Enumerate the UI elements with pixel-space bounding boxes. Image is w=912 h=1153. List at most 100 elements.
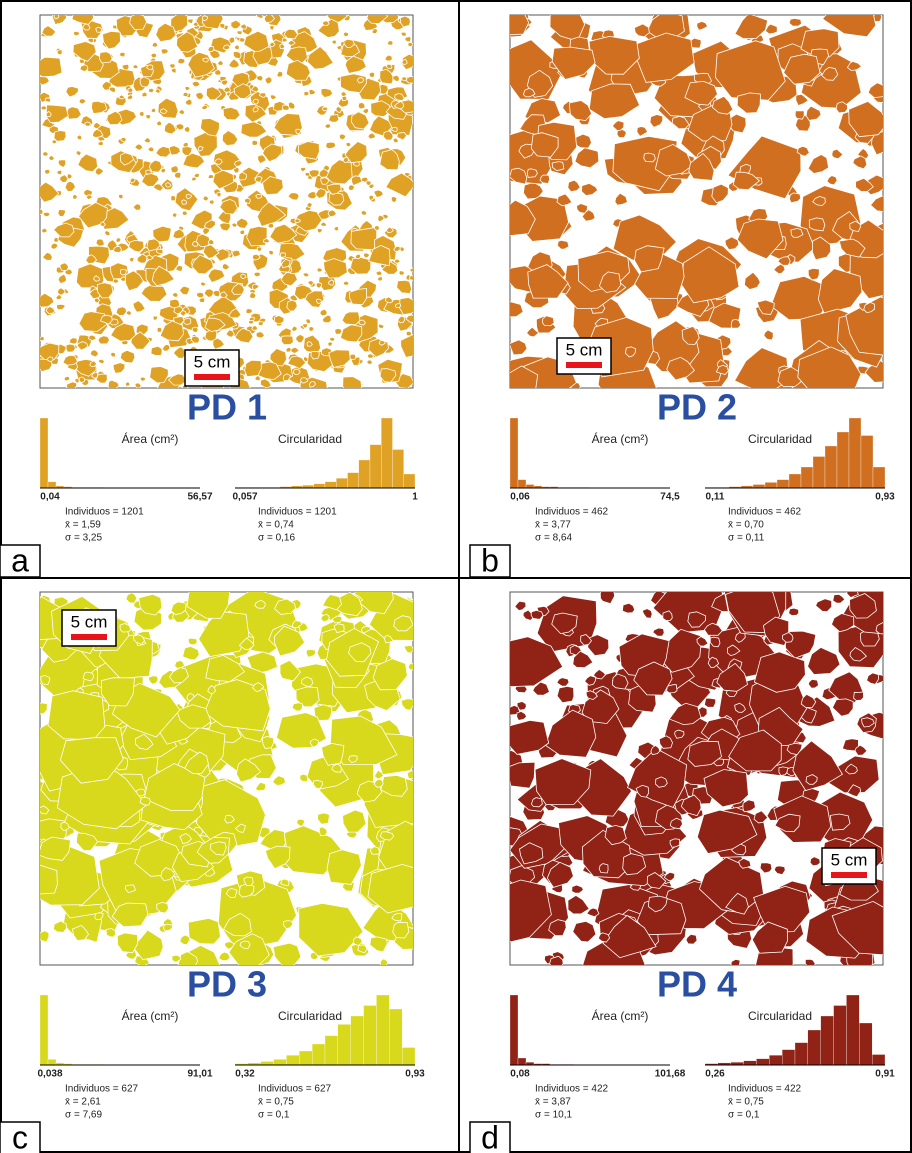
stat: σ = 8,64 — [535, 533, 572, 544]
particle — [209, 200, 214, 204]
panel: PD 3Área (cm²)0,03891,01Individuos = 627… — [0, 577, 446, 1153]
particle — [45, 98, 50, 103]
particle — [41, 675, 50, 684]
particle — [96, 27, 102, 32]
particle — [325, 124, 331, 128]
histogram-bar — [286, 1055, 299, 1065]
particle — [369, 72, 375, 77]
scale-mark — [566, 362, 602, 368]
panel-label: a — [11, 542, 29, 578]
particle — [54, 14, 59, 19]
particle — [300, 167, 305, 171]
histogram-bar — [40, 995, 48, 1065]
particle — [300, 774, 308, 781]
particle — [253, 99, 258, 104]
axis-max: 0,91 — [875, 1069, 895, 1080]
particle — [311, 351, 319, 359]
histogram-title: Circularidad — [748, 1009, 812, 1023]
histogram-bar — [782, 1050, 795, 1065]
particle — [531, 798, 542, 807]
particle — [599, 864, 608, 873]
particle — [220, 23, 225, 28]
particle — [188, 638, 197, 645]
particle — [346, 142, 351, 146]
particle — [263, 239, 269, 243]
panel-title: PD 4 — [657, 964, 737, 1005]
particle — [105, 231, 111, 236]
particle — [408, 663, 416, 670]
particle — [118, 194, 123, 199]
stat: Individuos = 1201 — [258, 507, 337, 518]
particle — [270, 26, 274, 31]
scale-bar: 5 cm — [185, 350, 239, 386]
particle — [795, 111, 804, 120]
particle — [406, 77, 415, 84]
histogram-bar — [769, 1055, 782, 1065]
particle — [74, 31, 80, 35]
particle — [359, 320, 366, 325]
particle — [171, 195, 176, 200]
histogram-bar — [299, 1051, 312, 1065]
particle — [410, 268, 414, 272]
particle — [255, 176, 262, 182]
particle — [57, 50, 62, 55]
particle — [173, 292, 178, 297]
particle — [379, 324, 385, 329]
particle — [116, 307, 126, 316]
particle — [663, 611, 673, 621]
particle — [335, 328, 342, 334]
histogram-bar — [370, 445, 381, 488]
histogram-bar — [834, 1006, 847, 1066]
histogram-bar — [518, 1058, 526, 1065]
histogram-title: Área (cm²) — [122, 431, 179, 446]
particle — [232, 223, 237, 227]
particle — [351, 227, 377, 249]
histogram-bar — [351, 1016, 364, 1065]
stat: x̄ = 0,75 — [728, 1097, 764, 1108]
histogram-bar — [359, 460, 370, 488]
histogram-bar — [48, 482, 56, 488]
panel-label: b — [481, 542, 499, 578]
axis-max: 0,93 — [405, 1069, 425, 1080]
particle — [151, 53, 157, 58]
histogram-title: Área (cm²) — [592, 431, 649, 446]
stat: σ = 0,1 — [728, 1110, 760, 1121]
particle — [247, 226, 268, 246]
particle — [183, 92, 189, 97]
particle — [57, 170, 62, 175]
stat: Individuos = 627 — [65, 1084, 139, 1095]
histogram-bar — [402, 1048, 415, 1066]
scale-label: 5 cm — [194, 352, 231, 371]
particle — [178, 58, 185, 64]
particle — [332, 40, 337, 44]
particle — [358, 103, 365, 109]
particle — [129, 257, 134, 262]
particle — [396, 304, 401, 308]
particle — [809, 218, 825, 231]
particle — [576, 134, 592, 148]
particle — [197, 292, 204, 298]
particle — [342, 96, 347, 101]
histogram-bar — [325, 1036, 338, 1065]
stat: Individuos = 422 — [728, 1084, 802, 1095]
particle — [282, 105, 289, 110]
particle — [126, 311, 132, 316]
particle — [402, 59, 407, 64]
particle — [374, 225, 379, 230]
particle — [79, 377, 84, 383]
particle — [409, 276, 415, 281]
stat: Individuos = 462 — [728, 507, 802, 518]
axis-max: 0,93 — [875, 492, 895, 503]
particle — [119, 52, 125, 57]
histogram-bar — [801, 467, 813, 488]
particle — [343, 32, 348, 37]
scale-mark — [194, 374, 230, 380]
histogram-title: Área (cm²) — [592, 1008, 649, 1023]
particle — [376, 271, 382, 276]
histogram-bar — [777, 480, 789, 488]
scale-label: 5 cm — [831, 850, 868, 869]
particle — [317, 268, 322, 272]
panel-title: PD 3 — [187, 964, 267, 1005]
stat: x̄ = 0,75 — [258, 1097, 294, 1108]
particle — [791, 229, 803, 238]
